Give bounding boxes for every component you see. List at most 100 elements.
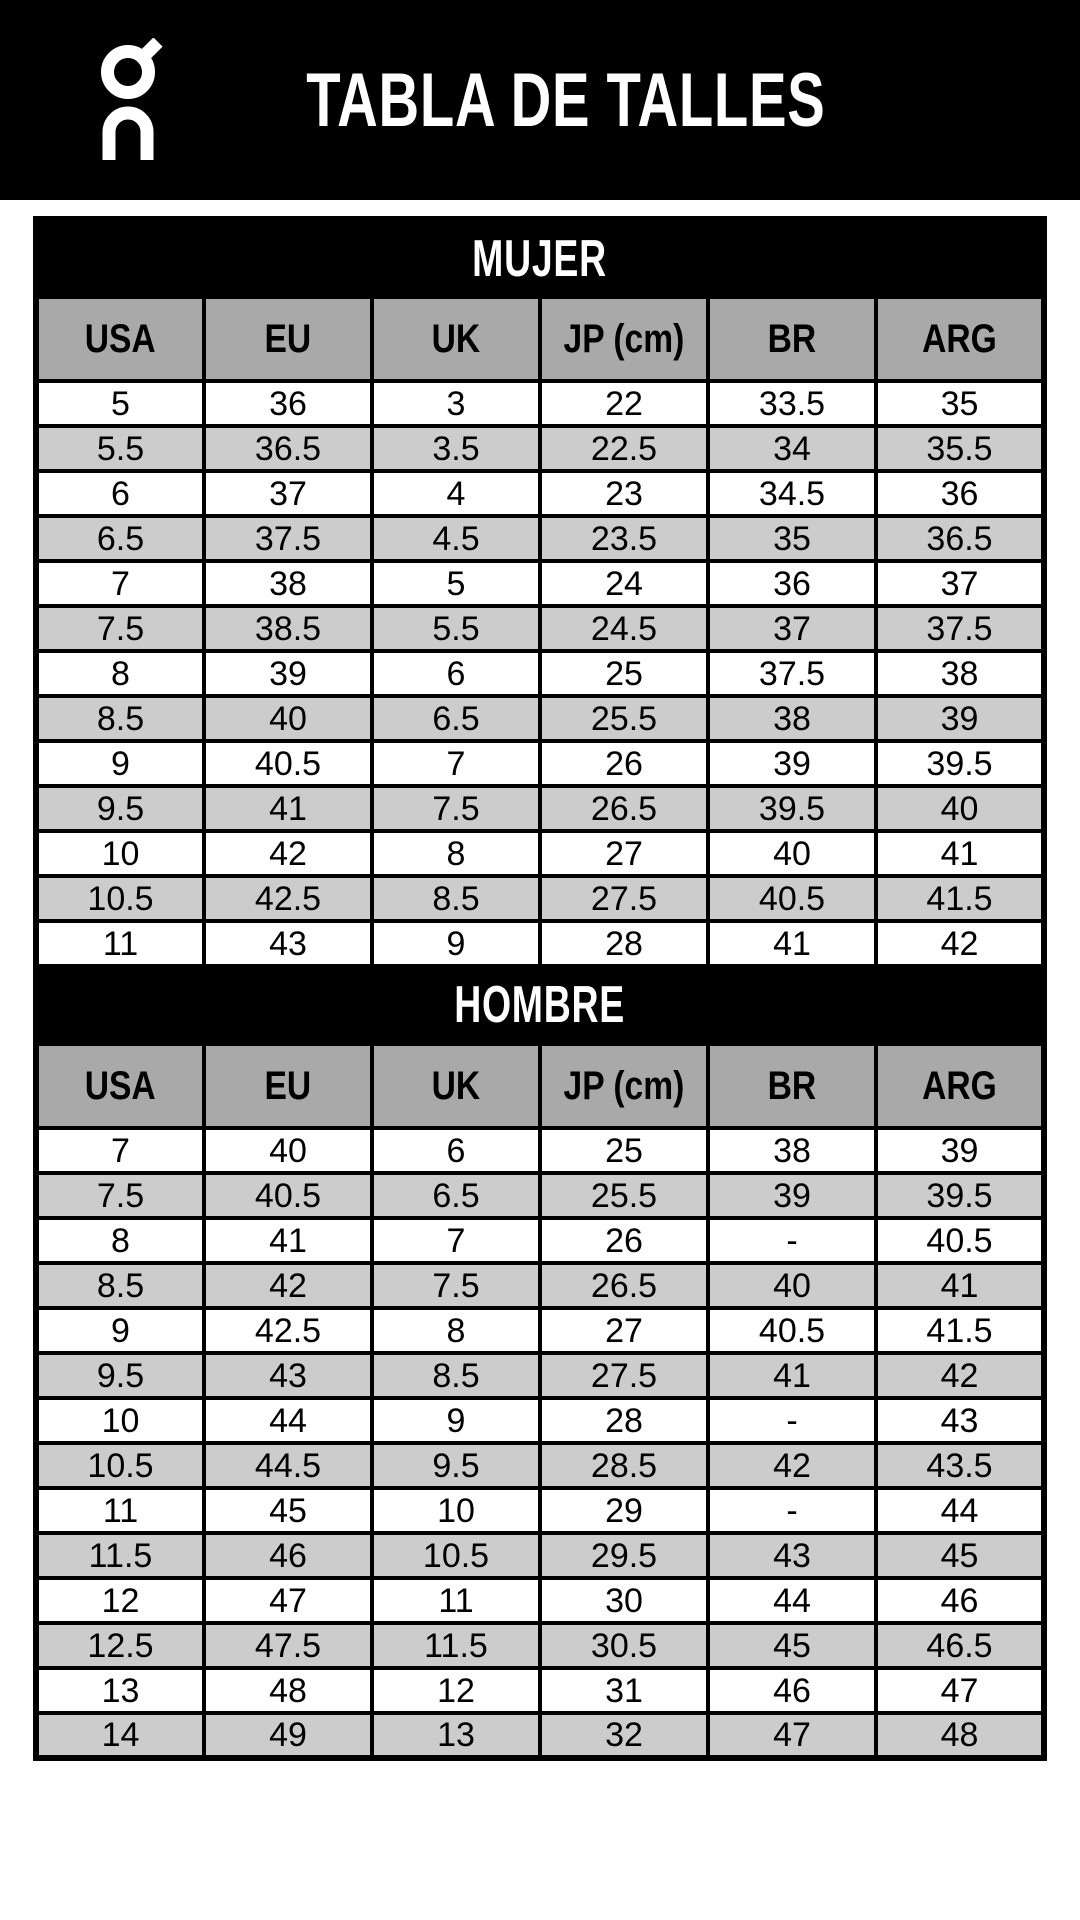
size-cell: 27 xyxy=(538,1306,710,1355)
size-cell: 7 xyxy=(370,739,542,788)
size-cell: 8.5 xyxy=(370,1351,542,1400)
size-cell: 6 xyxy=(370,649,542,698)
column-header-label: USA xyxy=(85,316,156,361)
column-header-label: ARG xyxy=(922,316,997,361)
size-cell: 48 xyxy=(874,1711,1046,1760)
size-cell: 29 xyxy=(538,1486,710,1535)
column-header-jpcm: JP (cm) xyxy=(538,295,710,383)
table-row: 9.5 43 8.5 27.5 41 42 xyxy=(34,1351,1046,1400)
size-cell: 26 xyxy=(538,739,710,788)
size-cell: 43 xyxy=(202,919,374,968)
size-cell: 9 xyxy=(34,1306,206,1355)
size-cell: 11.5 xyxy=(34,1531,206,1580)
size-cell: 12.5 xyxy=(34,1621,206,1670)
size-cell: 30.5 xyxy=(538,1621,710,1670)
table-row: 13 48 12 31 46 47 xyxy=(34,1666,1046,1715)
size-cell: 10.5 xyxy=(34,874,206,923)
size-cell: 47.5 xyxy=(202,1621,374,1670)
size-cell: 39 xyxy=(706,1171,878,1220)
size-cell: 7 xyxy=(34,1126,206,1175)
size-cell: 8 xyxy=(370,1306,542,1355)
column-header-arg: ARG xyxy=(874,1042,1046,1130)
size-cell: 43 xyxy=(874,1396,1046,1445)
size-cell: 7.5 xyxy=(370,1261,542,1310)
size-cell: 44.5 xyxy=(202,1441,374,1490)
size-cell: 6 xyxy=(34,469,206,518)
size-cell: 37 xyxy=(874,559,1046,608)
size-cell: 37.5 xyxy=(202,514,374,563)
table-row: 6 37 4 23 34.5 36 xyxy=(34,469,1046,518)
title-area: TABLA DE TALLES xyxy=(171,57,1080,144)
size-cell: - xyxy=(706,1216,878,1265)
size-cell: 10.5 xyxy=(370,1531,542,1580)
size-cell: 6 xyxy=(370,1126,542,1175)
table-row: 9 42.5 8 27 40.5 41.5 xyxy=(34,1306,1046,1355)
size-cell: 39 xyxy=(202,649,374,698)
table-row: 9.5 41 7.5 26.5 39.5 40 xyxy=(34,784,1046,833)
size-cell: 6.5 xyxy=(370,694,542,743)
size-cell: 39 xyxy=(874,1126,1046,1175)
size-cell: 14 xyxy=(34,1711,206,1760)
size-cell: 10 xyxy=(370,1486,542,1535)
size-cell: 44 xyxy=(874,1486,1046,1535)
size-chart-area: MUJER USA EU UK JP (cm) BR ARG 5 36 3 22 33.5 35 5.5 3… xyxy=(0,200,1080,1761)
size-cell: 5.5 xyxy=(34,424,206,473)
size-cell: 42 xyxy=(706,1441,878,1490)
size-cell: 42 xyxy=(874,919,1046,968)
size-cell: 40 xyxy=(202,1126,374,1175)
size-cell: 45 xyxy=(706,1621,878,1670)
size-cell: 32 xyxy=(538,1711,710,1760)
size-cell: 9.5 xyxy=(370,1441,542,1490)
size-cell: 26 xyxy=(538,1216,710,1265)
size-cell: 43.5 xyxy=(874,1441,1046,1490)
column-header-label: EU xyxy=(264,316,312,361)
size-cell: 36.5 xyxy=(874,514,1046,563)
size-cell: - xyxy=(706,1396,878,1445)
size-cell: 5 xyxy=(34,379,206,428)
size-cell: 40 xyxy=(874,784,1046,833)
column-header-br: BR xyxy=(706,1042,878,1130)
size-cell: 36.5 xyxy=(202,424,374,473)
size-cell: 9.5 xyxy=(34,784,206,833)
size-cell: 28 xyxy=(538,1396,710,1445)
size-cell: 8.5 xyxy=(34,1261,206,1310)
size-cell: 8.5 xyxy=(34,694,206,743)
table-row: 8.5 42 7.5 26.5 40 41 xyxy=(34,1261,1046,1310)
size-cell: 39.5 xyxy=(874,1171,1046,1220)
size-cell: 7.5 xyxy=(34,1171,206,1220)
table-row: 10 44 9 28-43 xyxy=(34,1396,1046,1445)
page-title: TABLA DE TALLES xyxy=(305,57,826,143)
size-cell: 26.5 xyxy=(538,784,710,833)
column-header-eu: EU xyxy=(202,1042,374,1130)
size-cell: 46.5 xyxy=(874,1621,1046,1670)
size-cell: 35.5 xyxy=(874,424,1046,473)
size-cell: 26.5 xyxy=(538,1261,710,1310)
size-cell: 28.5 xyxy=(538,1441,710,1490)
size-cell: 25.5 xyxy=(538,1171,710,1220)
size-cell: 45 xyxy=(874,1531,1046,1580)
size-cell: 9.5 xyxy=(34,1351,206,1400)
size-cell: 38 xyxy=(706,1126,878,1175)
size-cell: 36 xyxy=(202,379,374,428)
size-cell: 25 xyxy=(538,1126,710,1175)
column-header-br: BR xyxy=(706,295,878,383)
table-row: 11 45 10 29-44 xyxy=(34,1486,1046,1535)
size-cell: 7 xyxy=(370,1216,542,1265)
size-cell: 41.5 xyxy=(874,1306,1046,1355)
column-header-row: USA EU UK JP (cm) BR ARG xyxy=(34,295,1046,383)
size-cell: 35 xyxy=(874,379,1046,428)
size-cell: 24 xyxy=(538,559,710,608)
size-cell: 37.5 xyxy=(874,604,1046,653)
size-cell: 27.5 xyxy=(538,1351,710,1400)
size-cell: 6.5 xyxy=(370,1171,542,1220)
size-cell: 9 xyxy=(370,1396,542,1445)
size-cell: 25.5 xyxy=(538,694,710,743)
size-cell: 13 xyxy=(34,1666,206,1715)
column-header-label: JP (cm) xyxy=(563,1063,685,1108)
size-cell: 25 xyxy=(538,649,710,698)
size-cell: 11.5 xyxy=(370,1621,542,1670)
size-cell: 41 xyxy=(706,1351,878,1400)
size-cell: 23.5 xyxy=(538,514,710,563)
column-header-label: UK xyxy=(431,316,481,361)
size-cell: 10.5 xyxy=(34,1441,206,1490)
